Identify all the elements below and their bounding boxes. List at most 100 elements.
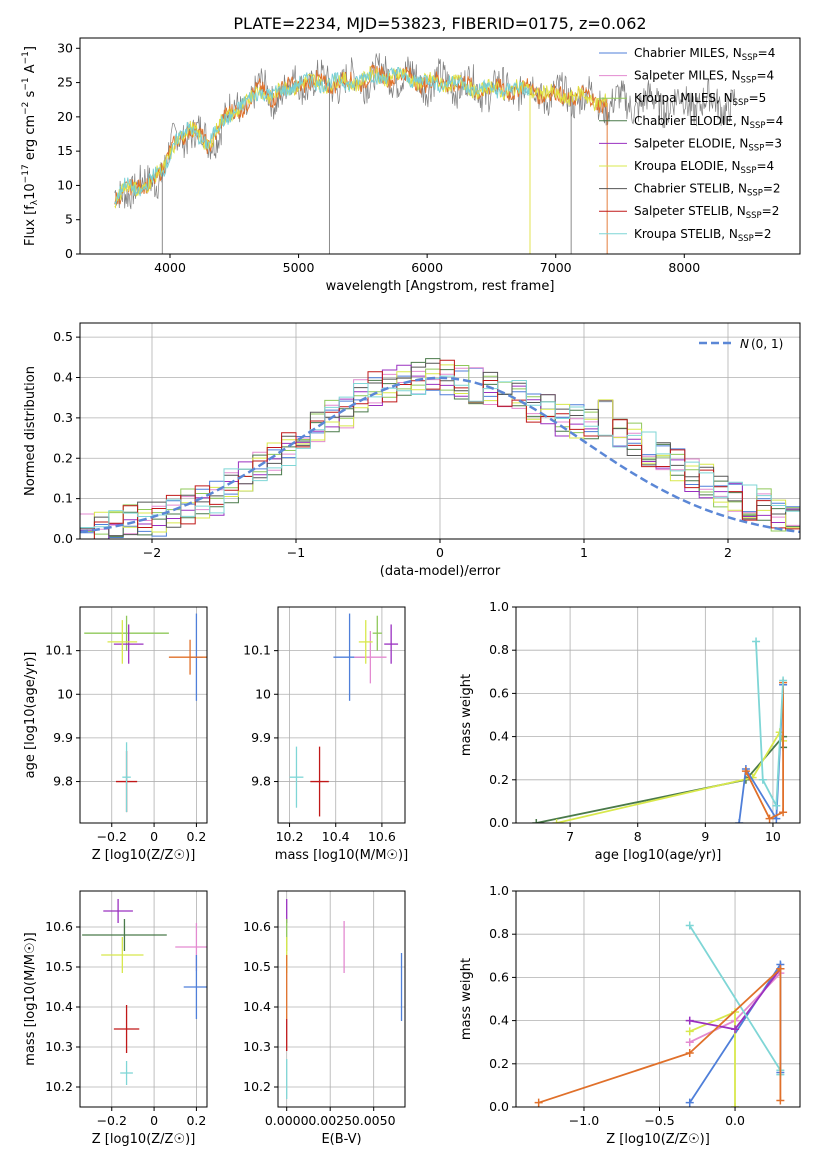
y-tick-label: 25 [57,75,73,90]
y-tick-label: 10.4 [243,999,271,1014]
weight-marker [731,1025,740,1034]
x-tick-label: 8 [634,829,642,844]
legend: Chabrier MILES, NSSP=4 Salpeter MILES, NS… [599,46,783,244]
y-tick-label: 10.1 [45,643,73,658]
weight-lines [532,637,788,823]
x-axis-label: E(B-V) [321,1132,361,1147]
y-tick-label: 9.8 [251,774,271,789]
x-axis-label: Z [log10(Z/Z☉)] [92,1132,196,1147]
weight-lines [534,921,785,1107]
axes-frame [79,890,208,1108]
observed-spectrum [114,53,737,210]
x-tick-label: 5000 [283,260,315,275]
y-tick-label: 10.5 [243,959,271,974]
weight-marker [552,819,561,823]
error-bars [289,613,399,817]
y-tick-label: 0.5 [53,329,73,344]
legend-entry: Salpeter STELIB, NSSP=2 [634,204,779,221]
ebv-mass-panel: 0.0000 0.0025 0.0050 10.2 10.3 10.4 10.5 10.6 E(… [243,890,406,1147]
y-tick-label: 0.2 [489,772,509,787]
y-tick-label: 0.8 [489,642,509,657]
x-axis-label: wavelength [Angstrom, rest frame] [326,279,555,294]
weight-marker [685,1038,694,1047]
legend-entry: Chabrier STELIB, NSSP=2 [634,182,781,199]
axes-frame [79,606,208,824]
x-tick-label: 0.0000 [265,1113,309,1128]
x-axis-label: mass [log10(M/M☉)] [275,848,408,863]
y-tick-label: 9.8 [53,774,73,789]
histogram-step [80,359,800,539]
y-tick-label: 10 [255,686,271,701]
y-tick-label: 1.0 [489,599,509,614]
weight-marker [735,819,744,823]
weight-series [745,682,784,820]
weight-marker [534,1098,543,1107]
axes-frame [515,890,801,1108]
x-tick-label: −1.0 [569,1113,599,1128]
y-tick-label: 0.0 [489,1099,509,1114]
residuals-panel: −2 −1 0 1 2 0.0 0.1 0.2 0.3 0.4 0.5 (data-model)/er… [23,322,801,579]
weight-series [538,966,782,1104]
axes-frame [277,606,406,824]
legend-entry: N [740,337,749,351]
error-bars [84,613,207,813]
y-axis-label: mass [log10(M/M☉)] [23,932,38,1065]
x-axis-label: (data-model)/error [380,564,501,579]
x-tick-label: 7000 [540,260,572,275]
legend-entry: Salpeter MILES, NSSP=4 [634,69,774,86]
x-tick-label: 10.4 [322,829,350,844]
weight-series [556,730,784,823]
y-axis-label: Flux [fλ10−17 erg cm−2 s−1 A−1] [21,46,40,246]
x-tick-label: 1 [580,545,588,560]
y-axis-label: mass weight [459,674,474,756]
axes-frame [79,322,801,540]
y-tick-label: 0.2 [489,1056,509,1071]
z-age-panel: −0.2 0 0.2 9.8 9.9 10 10.1 Z [log10(Z/Z☉)] age [… [23,606,208,863]
y-tick-label: 1.0 [489,883,509,898]
y-tick-label: 10.3 [243,1039,271,1054]
x-tick-label: 0.0 [725,1113,745,1128]
y-axis-label: age [log10(age/yr)] [23,652,38,779]
spectrum-panel: 4000 5000 6000 7000 8000 0 5 10 15 20 25 30 waveleng… [21,37,801,294]
y-tick-label: 0.3 [53,410,73,425]
y-tick-label: 0.4 [489,729,509,744]
x-tick-label: 0 [150,1113,158,1128]
y-tick-label: 15 [57,143,73,158]
y-tick-label: 10.4 [45,999,73,1014]
y-tick-label: 0.6 [489,969,509,984]
mass-age-panel: 10.2 10.4 10.6 9.8 9.9 10 10.1 mass [log10(M/M☉… [243,606,408,863]
y-tick-label: 0.4 [489,1013,509,1028]
y-tick-label: 20 [57,109,73,124]
error-bars [286,899,403,1099]
y-tick-label: 5 [65,212,73,227]
y-tick-label: 10 [57,686,73,701]
x-tick-label: 10.6 [368,829,396,844]
x-tick-label: 10 [765,829,781,844]
x-tick-label: 0.0050 [352,1113,396,1128]
y-tick-label: 0.8 [489,926,509,941]
weight-marker [532,819,541,823]
x-axis-label: age [log10(age/yr)] [595,848,722,863]
x-tick-label: 0.0025 [308,1113,352,1128]
z-weight-panel: −1.0 −0.5 0.0 0.0 0.2 0.4 0.6 0.8 1.0 Z [log10(Z/… [459,883,801,1147]
x-tick-label: 2 [724,545,732,560]
normal-curve [80,376,800,534]
model-spectrum [114,66,608,209]
y-tick-label: 0.4 [53,370,73,385]
x-axis-label: Z [log10(Z/Z☉)] [92,848,196,863]
y-tick-label: 10.6 [45,919,73,934]
error-bars [82,899,207,1085]
weight-marker [765,814,774,823]
weight-marker [752,637,761,646]
axes-frame [79,37,801,255]
weight-marker [685,921,694,930]
x-tick-label: −1 [287,545,305,560]
y-tick-label: 10.3 [45,1039,73,1054]
y-tick-label: 0.0 [489,815,509,830]
y-axis-label: Normed distribution [23,366,38,496]
x-tick-label: −0.5 [644,1113,674,1128]
legend-entry: Kroupa STELIB, NSSP=2 [634,227,772,244]
y-axis-label: mass weight [459,958,474,1040]
weight-marker [779,676,788,685]
weight-marker [779,808,788,817]
